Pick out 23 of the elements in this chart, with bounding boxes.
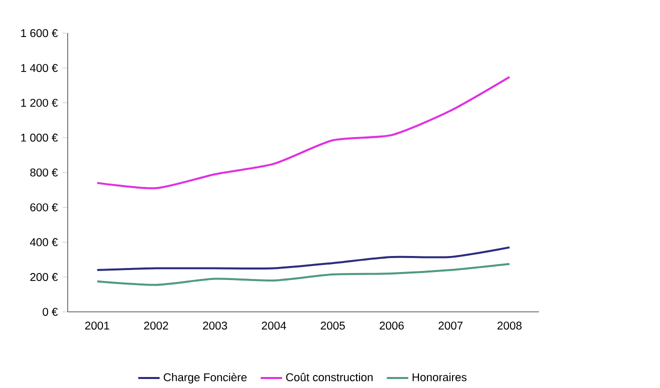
- x-tick-label: 2002: [144, 322, 168, 330]
- x-tick-label: 2005: [320, 322, 345, 330]
- y-tick-label: 1 200 €: [21, 98, 58, 107]
- y-tick-label: 400 €: [30, 238, 58, 246]
- y-tick-label: 600 €: [30, 203, 58, 212]
- x-tick-label: 2001: [85, 322, 110, 330]
- x-tick-label: 2008: [498, 322, 522, 330]
- x-tick-label: 2006: [380, 322, 404, 330]
- line-series: [96, 246, 511, 272]
- x-tick-label: 2004: [262, 322, 286, 330]
- y-tick-label: 1 000 €: [21, 134, 58, 142]
- line-series: [96, 262, 511, 286]
- y-tick-label: 200 €: [30, 272, 58, 281]
- line-series: [96, 76, 511, 190]
- y-tick-label: 1 600 €: [21, 29, 58, 38]
- legend-label: Honoraires: [412, 372, 466, 382]
- y-tick-label: 0 €: [42, 308, 58, 316]
- y-tick-label: 1 400 €: [21, 64, 58, 72]
- legend-label: Charge Foncière: [164, 372, 247, 384]
- legend-label: Coût construction: [286, 372, 373, 382]
- y-tick-label: 800 €: [30, 168, 58, 176]
- x-tick-label: 2007: [438, 322, 463, 330]
- x-tick-label: 2003: [203, 322, 228, 330]
